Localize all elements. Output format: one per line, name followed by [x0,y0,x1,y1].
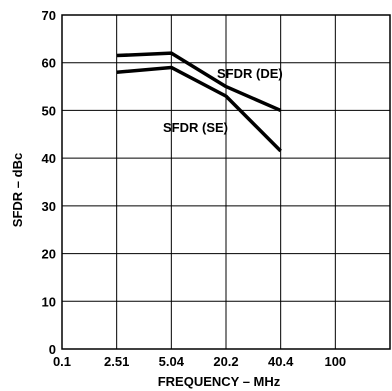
series-line-sfdr-se [116,65,282,153]
x-tick-label-5.04: 5.04 [159,354,185,369]
axes-layer: 0 10 20 30 40 50 60 70 0.1 2.51 5.04 20.2 40.4 100 [42,8,391,369]
series-line-sfdr-de [116,51,282,113]
y-tick-label-0: 0 [49,342,56,357]
series-label-sfdr-de: SFDR (DE) [217,66,283,81]
y-tick-label-50: 50 [42,103,56,118]
y-axis-label: SFDR – dBc [10,153,25,227]
x-tick-label-2.51: 2.51 [104,354,129,369]
y-tick-label-60: 60 [42,56,56,71]
x-tick-label-100: 100 [324,354,346,369]
x-axis-label: FREQUENCY – MHz [158,374,281,389]
x-tick-label-0.1: 0.1 [53,354,71,369]
x-tick-label-40.4: 40.4 [268,354,294,369]
y-tick-label-10: 10 [42,294,56,309]
y-tick-label-40: 40 [42,151,56,166]
series-label-sfdr-se: SFDR (SE) [163,120,228,135]
grid-layer [61,14,391,350]
y-tick-label-30: 30 [42,199,56,214]
y-tick-label-20: 20 [42,247,56,262]
x-tick-label-20.2: 20.2 [213,354,238,369]
plot-frame [61,14,391,350]
y-tick-label-70: 70 [42,8,56,23]
series-layer [116,51,282,153]
labels-layer: SFDR (DE) SFDR (SE) FREQUENCY – MHz SFDR… [10,66,283,389]
